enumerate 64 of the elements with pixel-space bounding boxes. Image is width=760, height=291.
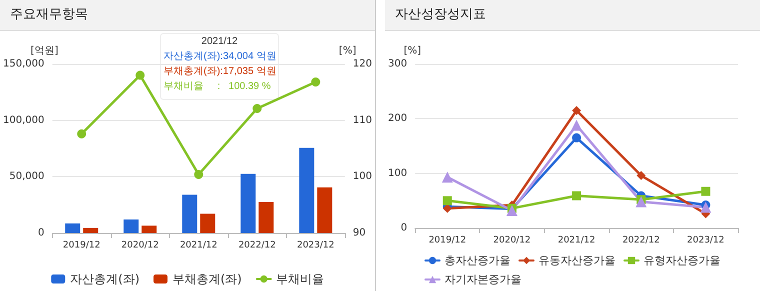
x-tick-label: 2023/12 [687, 236, 724, 246]
x-tick-label: 2022/12 [622, 236, 660, 246]
legend-label: 자기자본증가율 [444, 273, 522, 286]
point [194, 170, 204, 179]
point [572, 191, 582, 200]
point [136, 70, 145, 80]
x-tick-label: 2022/12 [238, 240, 276, 250]
y2-tick-label: 110 [352, 114, 372, 126]
point [636, 171, 646, 180]
annotation: 부채총계(좌):17,035 억원 [164, 66, 276, 77]
y-tick-label: 100 [388, 168, 408, 179]
point [506, 205, 518, 216]
legend-label: 총자산증가율 [444, 254, 510, 267]
x-tick-label: 2019/12 [428, 236, 466, 246]
y-tick-label: 100,000 [2, 114, 44, 126]
y-tick-label: 0 [400, 222, 408, 234]
legend-label: 유동자산증가율 [538, 254, 616, 267]
bar [182, 194, 198, 233]
bar [142, 226, 157, 233]
text: 자산총계(좌):34,004 억원 [164, 51, 276, 62]
y-tick-label: 150,000 [2, 58, 44, 70]
legend-label: 부채비율 [276, 272, 324, 286]
bar [200, 214, 216, 233]
y2-axis-title: [%] [338, 46, 356, 56]
bar [258, 202, 274, 233]
point [700, 202, 712, 213]
y-axis-title: [%] [404, 46, 422, 56]
point [636, 196, 647, 208]
y-tick-label: 0 [38, 228, 44, 238]
point [77, 129, 86, 138]
point [252, 104, 262, 113]
point [442, 172, 453, 183]
y-tick-label: 200 [388, 113, 408, 124]
bar [124, 219, 139, 233]
legend-label: 자산총계(좌) [70, 272, 140, 286]
bar [65, 223, 80, 233]
bar [317, 187, 332, 233]
x-tick-label: 2020/12 [493, 236, 531, 246]
legend-label: 유형자산증가율 [644, 254, 720, 267]
x-tick-label: 2021/12 [558, 236, 596, 246]
bar [240, 174, 256, 233]
point [311, 78, 320, 87]
point [572, 106, 582, 115]
bar [299, 148, 314, 233]
bar [83, 228, 98, 233]
text: 2021/12 [201, 36, 238, 47]
annotation: 부채비율 : 100.39 % [164, 81, 271, 92]
point [442, 196, 452, 206]
y-tick-label: 50,000 [9, 171, 44, 182]
legend-label: 부채총계(좌) [172, 272, 242, 286]
x-tick-label: 2020/12 [121, 240, 159, 250]
point [571, 120, 582, 131]
x-tick-label: 2019/12 [62, 240, 100, 250]
point [701, 186, 710, 196]
y-axis-title: [억원] [30, 46, 58, 56]
chart-title: 자산성장성지표 [385, 0, 760, 31]
point [572, 133, 582, 142]
x-tick-label: 2021/12 [180, 240, 218, 250]
y2-tick-label: 120 [352, 58, 372, 70]
y2-tick-label: 100 [352, 171, 372, 182]
chart-title: 주요재무항목 [0, 0, 375, 31]
y2-tick-label: 90 [352, 228, 366, 238]
x-tick-label: 2023/12 [296, 240, 334, 250]
y-tick-label: 300 [388, 58, 408, 70]
